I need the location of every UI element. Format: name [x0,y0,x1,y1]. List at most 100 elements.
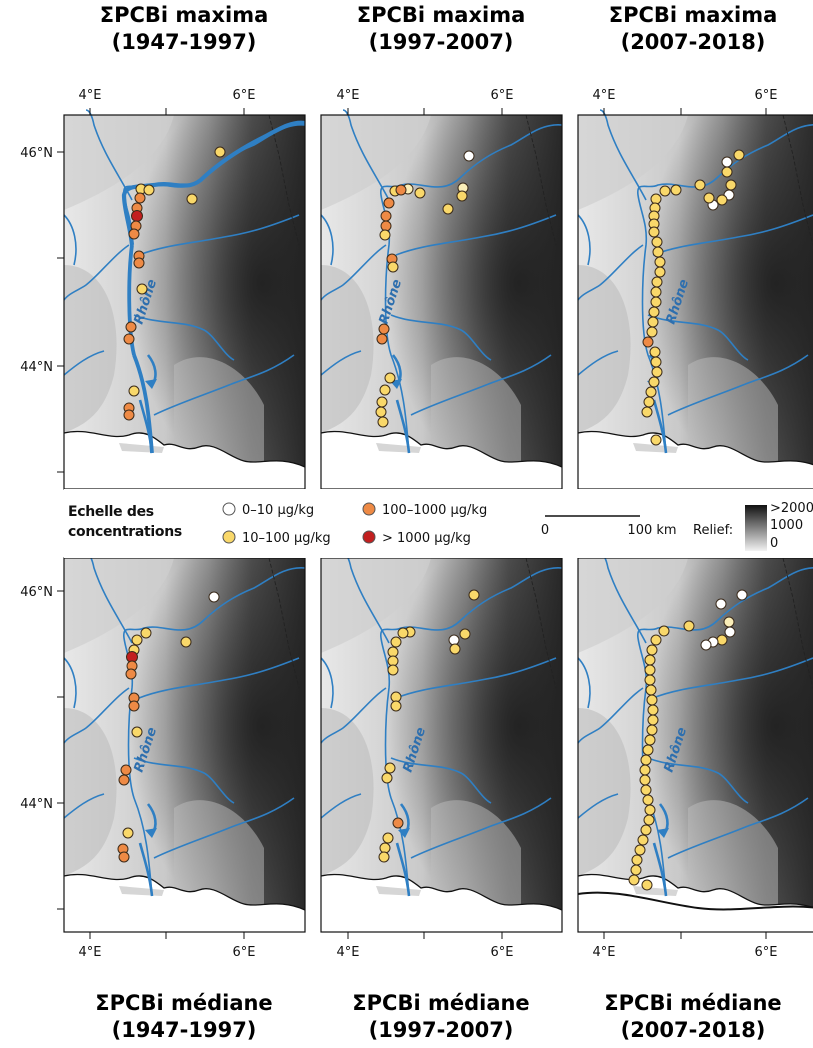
sample-markers [117,146,748,891]
lat-tick-46n: 46°N [20,585,53,600]
sample-point [659,185,671,197]
lon-tick-6e: 6°E [755,945,778,960]
sample-point [631,854,643,866]
sample-point [725,179,737,191]
sample-point [643,814,655,826]
sample-point [650,286,662,298]
lon-tick-4e: 4°E [593,88,616,103]
sample-point [463,150,475,162]
sample-point [378,323,390,335]
sample-point [716,194,728,206]
legend-band [64,489,813,558]
sample-point [644,734,656,746]
sample-point [647,704,659,716]
sample-point [180,636,192,648]
sample-point [379,384,391,396]
sample-point [642,744,654,756]
title-maxima-2007-2018: ΣPCBi maxima (2007-2018) [573,2,813,56]
sample-point [654,256,666,268]
relief-tick-max: >2000 [770,501,813,516]
sample-point [414,187,426,199]
title-years: (1997-2007) [368,30,514,54]
title-mediane-1997-2007: ΣPCBi médiane (1997-2007) [321,990,561,1044]
sample-point [646,694,658,706]
panel-mediane-1997-2007: Rhône [319,551,564,934]
sample-point [642,794,654,806]
title-maxima-1997-2007: ΣPCBi maxima (1997-2007) [321,2,561,56]
sample-point [131,726,143,738]
sample-point [186,193,198,205]
sample-point [390,636,402,648]
panel-mediane-1947-1997: Rhône [62,551,307,934]
sample-point [442,203,454,215]
markers-mediane-2007-2018 [628,589,748,891]
concentration-legend: Echelle des concentrations 0–10 µg/kg 10… [68,501,813,551]
sample-point [378,851,390,863]
panel-mediane-2007-2018: Rhône [576,551,813,934]
sample-point [133,257,145,269]
title-line: ΣPCBi maxima [99,3,269,27]
sample-point [649,346,661,358]
sample-point [670,184,682,196]
sample-point [140,627,152,639]
sample-point [733,149,745,161]
relief-label: Relief: [693,523,733,538]
panel-maxima-2007-2018: Rhône [576,108,813,491]
sample-point [648,376,660,388]
sample-point [639,764,651,776]
sample-point [646,724,658,736]
title-line: ΣPCBi médiane [604,991,782,1015]
sample-point [650,296,662,308]
sample-point [651,366,663,378]
title-years: (2007-2018) [620,30,766,54]
title-line: ΣPCBi médiane [352,991,530,1015]
sample-point [640,784,652,796]
lon-tick-6e: 6°E [755,88,778,103]
sample-point [644,664,656,676]
sample-point [380,220,392,232]
sample-point [634,844,646,856]
markers-maxima-1947-1997 [123,146,226,421]
sample-point [214,146,226,158]
sample-point [650,634,662,646]
lon-tick-6e: 6°E [491,88,514,103]
sample-point [640,824,652,836]
sample-point [721,156,733,168]
sample-point [736,589,748,601]
sample-point [643,396,655,408]
axis-ticks-top [57,108,767,939]
title-line: ΣPCBi médiane [95,991,273,1015]
legend-swatch-class-2 [222,530,236,544]
legend-title-line1: Echelle des [68,504,154,520]
sample-point [379,842,391,854]
sample-point [703,192,715,204]
relief-color-ramp [745,505,767,551]
lon-tick-4e: 4°E [337,945,360,960]
sample-point [644,654,656,666]
markers-mediane-1947-1997 [117,591,220,863]
sample-point [639,774,651,786]
sample-point [123,333,135,345]
sample-point [716,634,728,646]
title-maxima-1947-1997: ΣPCBi maxima (1947-1997) [64,2,304,56]
sample-point [118,851,130,863]
sample-point [375,406,387,418]
sample-point [120,764,132,776]
lon-tick-4e: 4°E [79,88,102,103]
sample-point [379,229,391,241]
sample-point [630,864,642,876]
sample-point [646,644,658,656]
sample-point [449,643,461,655]
sample-point [723,616,735,628]
sample-point [131,210,143,222]
sample-point [122,827,134,839]
relief-tick-mid: 1000 [770,518,803,533]
sample-point [647,714,659,726]
sample-point [642,336,654,348]
title-years: (2007-2018) [620,1018,766,1042]
sample-point [650,193,662,205]
sample-point [383,197,395,209]
lat-tick-44n: 44°N [20,797,53,812]
sample-point [658,625,670,637]
lon-tick-6e: 6°E [233,88,256,103]
